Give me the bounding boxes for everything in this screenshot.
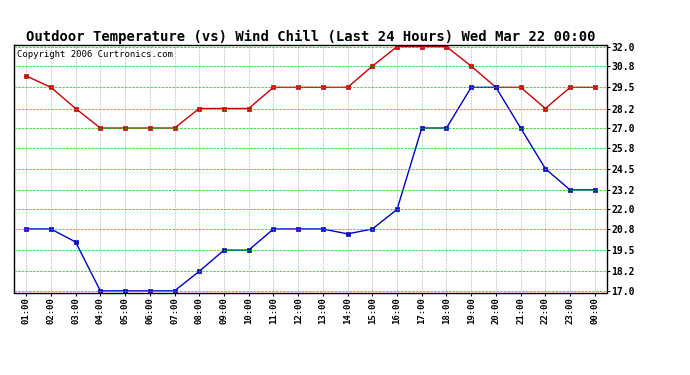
Text: Copyright 2006 Curtronics.com: Copyright 2006 Curtronics.com	[17, 50, 172, 59]
Title: Outdoor Temperature (vs) Wind Chill (Last 24 Hours) Wed Mar 22 00:00: Outdoor Temperature (vs) Wind Chill (Las…	[26, 30, 595, 44]
